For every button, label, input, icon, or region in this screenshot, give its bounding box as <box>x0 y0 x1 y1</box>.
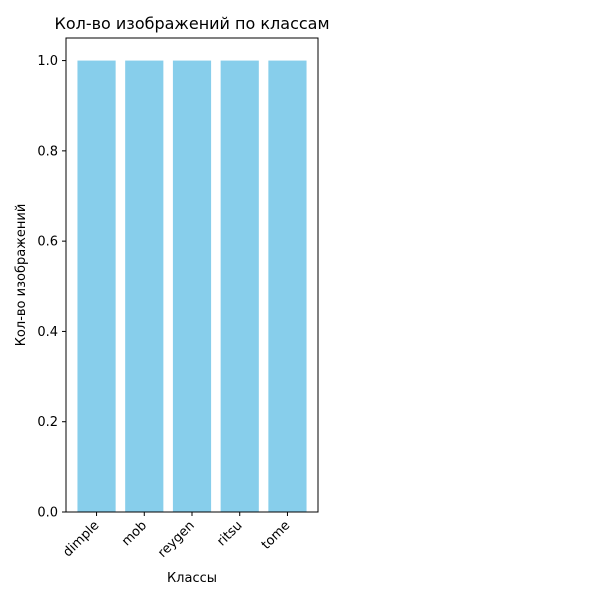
y-tick-label: 0.0 <box>37 506 58 521</box>
bar-tome <box>268 60 307 512</box>
plot-frame <box>65 37 319 513</box>
y-tick-label: 0.8 <box>37 144 58 159</box>
x-tick-label: reygen <box>155 518 198 561</box>
y-axis: 0.0 0.2 0.4 0.6 0.8 1.0 <box>37 54 66 521</box>
chart-title: Кол-во изображений по классам <box>54 14 329 33</box>
x-tick-label: dimple <box>60 518 102 560</box>
bars-layer <box>77 60 307 512</box>
x-tick-label: mob <box>119 518 150 549</box>
x-tick-label: ritsu <box>214 518 245 549</box>
bar-mob <box>125 60 164 512</box>
y-tick-label: 0.6 <box>37 235 58 250</box>
bar-ritsu <box>220 60 259 512</box>
y-tick-label: 1.0 <box>37 54 58 69</box>
y-tick-label: 0.2 <box>37 415 58 430</box>
x-axis-label: Классы <box>167 571 217 586</box>
bar-reygen <box>172 60 212 512</box>
bar-dimple <box>77 60 116 512</box>
x-axis: dimple mob reygen ritsu tome <box>60 512 293 561</box>
x-tick-label: tome <box>259 518 293 552</box>
y-tick-label: 0.4 <box>37 325 58 340</box>
y-axis-label: Кол-во изображений <box>14 204 29 347</box>
